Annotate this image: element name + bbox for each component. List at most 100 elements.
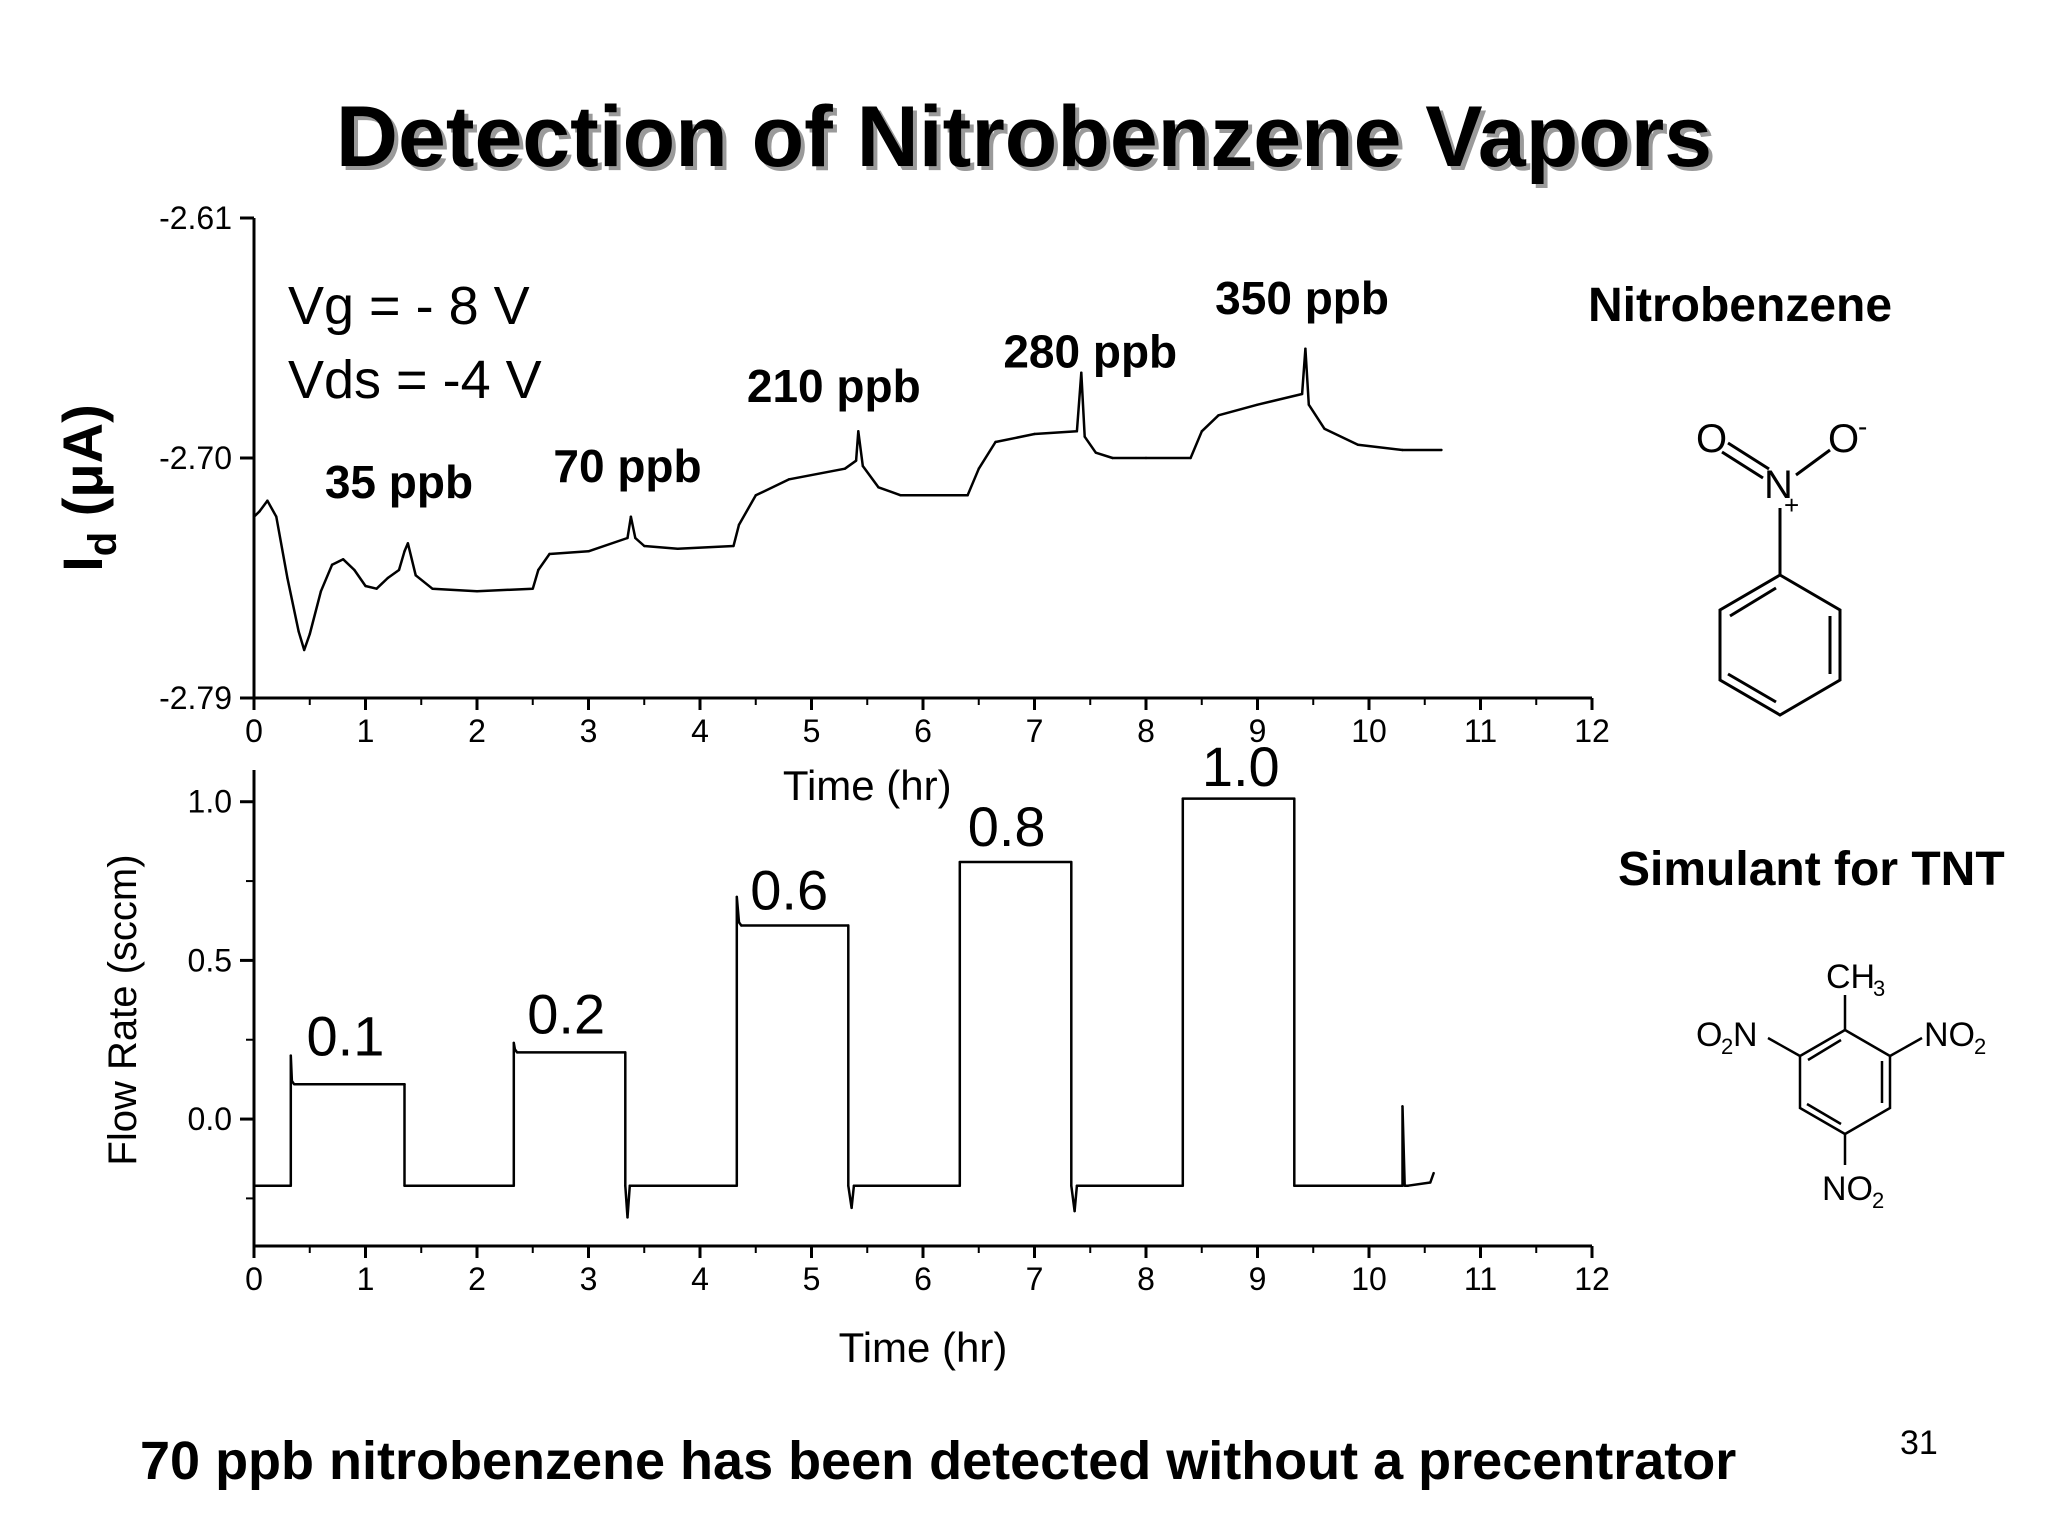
data-point-0: [754, 494, 757, 497]
data-point-0: [403, 550, 406, 553]
data-point-1: [1181, 1184, 1184, 1187]
concentration-label: 70 ppb: [553, 440, 701, 492]
x-tick-label-0: 4: [691, 713, 709, 749]
data-point-0: [266, 499, 269, 502]
svg-text:N: N: [1764, 463, 1793, 507]
data-point-1: [1429, 1181, 1432, 1184]
data-point-0: [1304, 347, 1307, 350]
x-tick-label-0: 10: [1351, 713, 1387, 749]
svg-text:2: 2: [1974, 1034, 1986, 1059]
x-tick-label-0: 5: [803, 713, 821, 749]
data-series-line-1: [254, 797, 1435, 1219]
data-point-1: [958, 1184, 961, 1187]
flow-rate-label: 0.2: [527, 982, 605, 1045]
svg-text:3: 3: [1873, 976, 1885, 1001]
data-point-0: [1300, 392, 1304, 396]
data-point-0: [966, 494, 969, 497]
svg-text:-: -: [1858, 411, 1867, 442]
x-tick-label-1: 6: [914, 1261, 932, 1297]
data-point-0: [1440, 448, 1443, 452]
data-point-0: [857, 430, 860, 433]
data-point-1: [1293, 1184, 1296, 1187]
x-tick-label-0: 7: [1026, 713, 1044, 749]
data-point-0: [252, 515, 256, 518]
footer-caption: 70 ppb nitrobenzene has been detected wi…: [140, 1431, 1737, 1491]
data-point-0: [319, 590, 323, 593]
x-tick-label-1: 7: [1026, 1261, 1044, 1297]
tnt-simulant-label: Simulant for TNT: [1618, 843, 2005, 896]
data-point-1: [1075, 1184, 1079, 1187]
page-number: 31: [1900, 1424, 1938, 1462]
bias-condition-text: Vds = -4 V: [288, 350, 542, 410]
data-point-0: [994, 440, 997, 444]
data-point-1: [289, 1054, 292, 1057]
data-point-0: [414, 574, 417, 577]
x-tick-label-1: 8: [1137, 1261, 1155, 1297]
data-point-1: [735, 895, 738, 899]
y-tick-label-0: -2.79: [159, 680, 232, 716]
data-point-0: [1356, 443, 1360, 446]
concentration-label: 280 ppb: [1003, 325, 1177, 377]
data-point-0: [587, 550, 590, 553]
data-point-1: [290, 1079, 294, 1083]
nitrobenzene-label: Nitrobenzene: [1588, 279, 1893, 332]
data-point-0: [1094, 451, 1098, 454]
y-tick-label-0: -2.61: [159, 200, 232, 236]
x-tick-label-1: 11: [1464, 1261, 1497, 1297]
data-point-1: [1401, 1105, 1404, 1108]
data-point-0: [854, 459, 858, 462]
data-point-0: [406, 542, 410, 545]
data-point-0: [843, 467, 847, 470]
data-point-0: [899, 494, 902, 497]
data-point-1: [740, 924, 743, 927]
data-point-0: [1111, 456, 1114, 460]
data-point-0: [737, 523, 741, 526]
x-tick-label-0: 1: [357, 713, 375, 749]
data-point-0: [330, 563, 334, 566]
data-point-1: [1432, 1171, 1435, 1175]
data-point-1: [515, 1051, 519, 1054]
data-point-0: [1307, 403, 1310, 406]
data-point-0: [308, 632, 311, 636]
svg-text:2: 2: [1872, 1188, 1884, 1213]
flow-rate-label: 0.8: [968, 795, 1046, 858]
x-tick-label-1: 10: [1351, 1261, 1387, 1297]
data-point-1: [403, 1082, 406, 1086]
flow-rate-label: 1.0: [1202, 735, 1280, 798]
bias-condition-text: Vg = - 8 V: [288, 276, 530, 336]
data-point-0: [275, 515, 278, 518]
data-point-1: [624, 1051, 627, 1054]
data-point-0: [475, 590, 479, 593]
data-point-1: [847, 1184, 850, 1187]
data-point-0: [286, 576, 289, 580]
x-axis-label-0: Time (hr): [783, 762, 952, 809]
svg-text:O: O: [1696, 417, 1727, 461]
data-point-0: [1401, 448, 1404, 452]
data-point-1: [1073, 1209, 1076, 1213]
data-series-line-0: [253, 347, 1442, 652]
data-point-0: [537, 568, 540, 572]
y-axis-label-1: Flow Rate (sccm): [101, 854, 145, 1165]
x-tick-label-1: 12: [1574, 1261, 1610, 1297]
data-point-0: [732, 544, 735, 548]
x-tick-label-1: 1: [357, 1261, 375, 1297]
slide-title: Detection of Nitrobenzene Vapors: [335, 89, 1713, 185]
data-point-1: [737, 921, 741, 924]
x-tick-label-1: 2: [468, 1261, 486, 1297]
data-point-0: [375, 587, 378, 590]
data-point-0: [548, 552, 551, 556]
data-point-1: [292, 1082, 296, 1086]
data-point-0: [1217, 414, 1220, 417]
nitrobenzene-structure-icon: O N + O -: [1696, 411, 1867, 717]
x-tick-label-0: 11: [1464, 713, 1497, 749]
x-axis-label-1: Time (hr): [839, 1324, 1008, 1371]
data-point-0: [629, 515, 633, 518]
data-point-0: [861, 464, 864, 468]
data-point-0: [676, 547, 679, 550]
x-tick-label-0: 0: [245, 713, 263, 749]
data-point-1: [1403, 1184, 1406, 1187]
x-tick-label-0: 2: [468, 713, 486, 749]
data-point-0: [626, 536, 629, 540]
flow-rate-label: 0.1: [307, 1005, 385, 1068]
data-point-0: [1256, 403, 1259, 406]
